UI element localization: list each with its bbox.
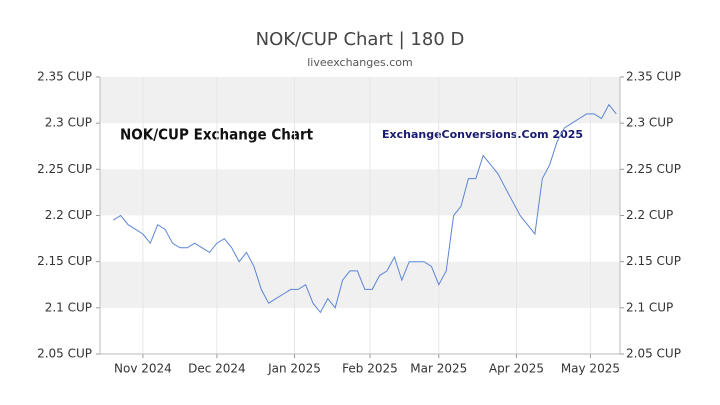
y2-tick-label: 2.05 CUP [626, 347, 681, 361]
y2-tick-label: 2.3 CUP [626, 116, 673, 130]
x-tick-label: Feb 2025 [342, 362, 398, 376]
y2-tick-label: 2.25 CUP [626, 162, 681, 176]
y2-tick-label: 2.35 CUP [626, 70, 681, 84]
watermark: ExchangeConversions.Com 2025 [382, 128, 583, 141]
bands [100, 77, 620, 354]
line-series [113, 103, 617, 314]
x-tick-label: Nov 2024 [114, 362, 172, 376]
y-tick-label: 2.2 CUP [45, 208, 92, 222]
y2-tick-label: 2.2 CUP [626, 208, 673, 222]
y2-tick-label: 2.1 CUP [626, 300, 673, 314]
y-tick-label: 2.1 CUP [45, 300, 92, 314]
x-tick-label: May 2025 [561, 362, 620, 376]
y-tick-label: 2.25 CUP [37, 162, 92, 176]
x-tick-label: Dec 2024 [188, 362, 246, 376]
y-tick-label: 2.15 CUP [37, 254, 92, 268]
x-tick-label: Jan 2025 [267, 362, 321, 376]
x-tick-label: Apr 2025 [489, 362, 544, 376]
chart-title: NOK/CUP Chart | 180 D [256, 29, 465, 50]
chart-subtitle: liveexchanges.com [307, 56, 412, 69]
y2-tick-label: 2.15 CUP [626, 254, 681, 268]
x-tick-label: Mar 2025 [410, 362, 467, 376]
y-tick-label: 2.05 CUP [37, 347, 92, 361]
grid-band [100, 169, 620, 216]
grid-band [100, 77, 620, 124]
grid-band [100, 261, 620, 308]
y-tick-label: 2.35 CUP [37, 70, 92, 84]
y-tick-label: 2.3 CUP [45, 116, 92, 130]
